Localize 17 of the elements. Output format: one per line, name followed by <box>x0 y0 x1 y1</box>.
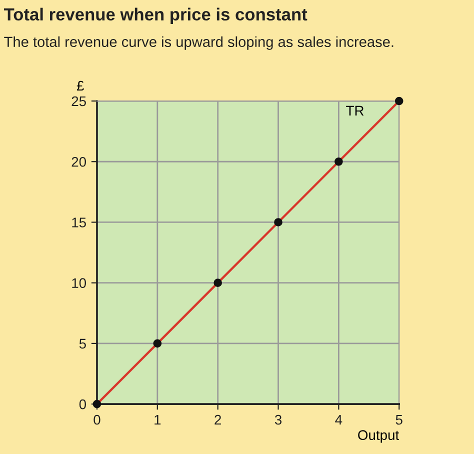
x-tick-label: 1 <box>154 414 161 425</box>
y-tick-label: 0 <box>79 399 86 410</box>
y-tick-label: 20 <box>72 156 86 167</box>
chart-subtitle: The total revenue curve is upward sloping as sales increase. <box>4 36 394 50</box>
y-tick-label: 15 <box>72 218 86 228</box>
y-tick-label: 25 <box>72 96 86 106</box>
x-tick-label: 4 <box>335 414 342 425</box>
y-axis-title: £ <box>76 80 84 91</box>
x-tick-label: 2 <box>214 414 221 425</box>
chart-title: Total revenue when price is constant <box>4 8 308 24</box>
y-tick-label: 10 <box>72 278 86 288</box>
x-tick-label: 0 <box>94 414 100 425</box>
series-label: TR <box>346 106 364 116</box>
x-tick-label: 3 <box>274 414 282 425</box>
y-tick-label: 5 <box>79 338 86 349</box>
x-axis-title: Output <box>358 430 400 443</box>
x-tick-label: 5 <box>396 414 402 425</box>
